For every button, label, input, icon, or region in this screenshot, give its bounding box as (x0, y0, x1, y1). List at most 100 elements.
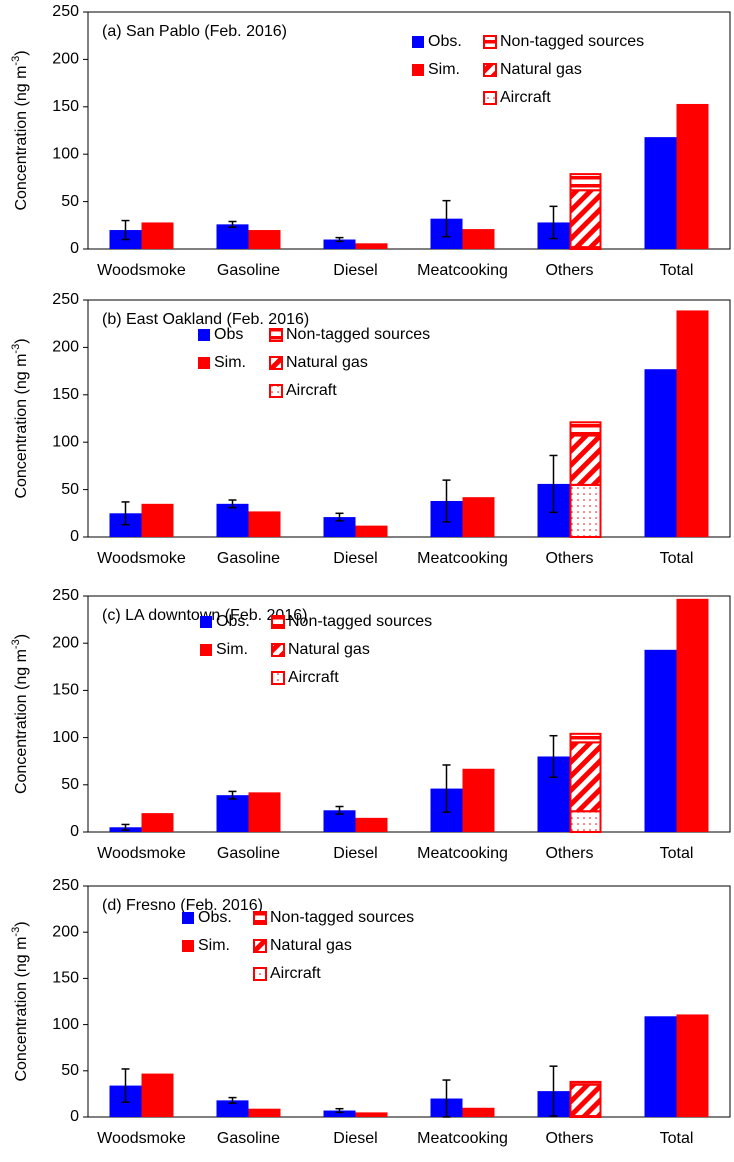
y-axis-label: Concentration (ng m-3) (10, 338, 30, 498)
panel: (d) Fresno (Feb. 2016) Concentration (ng … (10, 877, 731, 1147)
bar (323, 517, 356, 537)
x-tick-label: Diesel (333, 550, 377, 567)
legend-label: Aircraft (500, 89, 551, 106)
error-bar (335, 512, 344, 522)
bar (676, 310, 709, 537)
bar (141, 813, 174, 832)
bar (248, 792, 281, 832)
bar (141, 503, 174, 537)
panel-title: (d) Fresno (Feb. 2016) (102, 897, 263, 914)
plot-frame (87, 299, 731, 538)
y-tick-label: 0 (70, 823, 79, 840)
stacked-bar-segment (569, 1080, 602, 1086)
legend-label: Non-tagged sources (286, 326, 430, 343)
bar (355, 525, 388, 537)
bar (676, 1014, 709, 1117)
error-bar (335, 805, 344, 815)
error-bar (228, 790, 237, 800)
legend-label: Aircraft (270, 965, 321, 982)
legend-swatch (198, 329, 210, 341)
legend-label: Aircraft (288, 669, 339, 686)
panel: (c) LA downtown (Feb. 2016) Concentration… (10, 587, 731, 862)
legend-label: Natural gas (500, 61, 582, 78)
x-tick-label: Meatcooking (417, 262, 508, 279)
y-tick-label: 250 (52, 291, 79, 308)
error-bar (335, 236, 344, 243)
bar (141, 1073, 174, 1117)
legend-label: Sim. (198, 937, 230, 954)
x-tick-label: Meatcooking (417, 1130, 508, 1147)
bar (216, 1100, 249, 1117)
y-tick-label: 100 (52, 433, 79, 450)
x-tick-label: Gasoline (217, 845, 280, 862)
legend-swatch (253, 911, 267, 925)
y-tick-label: 250 (52, 877, 79, 894)
bar (216, 503, 249, 537)
y-tick-label: 50 (61, 193, 79, 210)
legend-label: Non-tagged sources (500, 33, 644, 50)
bar (676, 103, 709, 250)
y-tick-label: 0 (70, 528, 79, 545)
y-label-sup: -3 (10, 344, 22, 354)
x-tick-label: Others (545, 550, 593, 567)
y-tick-label: 150 (52, 386, 79, 403)
legend-label: Obs. (428, 33, 462, 50)
y-label-text: Concentration (ng m (13, 649, 30, 794)
bar (644, 137, 677, 249)
legend-swatch (182, 912, 194, 924)
legend-label: Sim. (216, 641, 248, 658)
bar (216, 224, 249, 249)
bar (462, 497, 495, 537)
bar (323, 239, 356, 249)
legend-label: Obs (214, 326, 243, 343)
y-tick-label: 100 (52, 145, 79, 162)
legend-label: Sim. (214, 354, 246, 371)
legend-swatch (198, 357, 210, 369)
y-axis-label: Concentration (ng m-3) (10, 634, 30, 794)
y-tick-label: 150 (52, 682, 79, 699)
legend-label: Obs. (198, 909, 232, 926)
y-tick-label: 200 (52, 339, 79, 356)
error-bar (442, 1079, 451, 1118)
legend-swatch (271, 643, 285, 657)
y-tick-label: 50 (61, 1062, 79, 1079)
legend-label: Aircraft (286, 382, 337, 399)
x-tick-label: Diesel (333, 262, 377, 279)
stacked-bar-segment (569, 810, 602, 833)
x-tick-label: Others (545, 262, 593, 279)
bar (462, 1107, 495, 1117)
error-bar (549, 454, 558, 514)
error-bar (549, 734, 558, 778)
legend-swatch (269, 384, 283, 398)
error-bar (442, 764, 451, 813)
y-label-text: Concentration (ng m (13, 66, 30, 211)
panel-title: (c) LA downtown (Feb. 2016) (102, 607, 307, 624)
bar (462, 768, 495, 832)
x-tick-label: Woodsmoke (97, 550, 186, 567)
y-label-end: ) (13, 50, 30, 55)
bar (323, 810, 356, 832)
bar (462, 229, 495, 249)
bar (248, 511, 281, 537)
stacked-bar-segment (569, 189, 602, 249)
legend-label: Natural gas (288, 641, 370, 658)
y-tick-label: 200 (52, 51, 79, 68)
bar (355, 817, 388, 832)
error-bar (121, 1068, 130, 1103)
y-label-end: ) (13, 634, 30, 639)
y-tick-label: 250 (52, 587, 79, 604)
legend-swatch (200, 616, 212, 628)
x-tick-label: Woodsmoke (97, 262, 186, 279)
y-label-text: Concentration (ng m (13, 354, 30, 499)
legend-label: Natural gas (270, 937, 352, 954)
error-bar (442, 479, 451, 523)
x-tick-label: Meatcooking (417, 845, 508, 862)
stacked-bar-segment (569, 732, 602, 744)
panel: (b) East Oakland (Feb. 2016) Concentratio… (10, 291, 731, 567)
legend-label: Non-tagged sources (288, 613, 432, 630)
y-label-text: Concentration (ng m (13, 937, 30, 1082)
plot-frame (87, 885, 731, 1118)
error-bar (228, 499, 237, 509)
legend-swatch (200, 644, 212, 656)
